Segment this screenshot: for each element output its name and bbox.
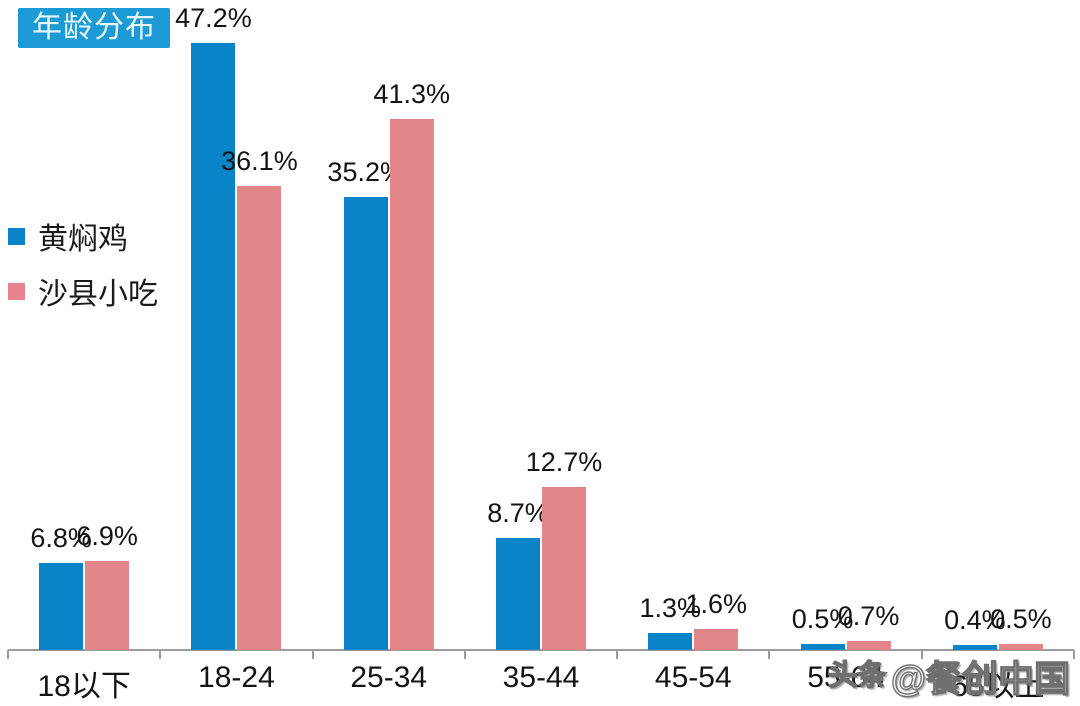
bar-shaxianxiaochi-4 bbox=[694, 629, 739, 650]
x-axis-tick bbox=[616, 650, 619, 659]
x-axis-label-5: 55-64 bbox=[807, 661, 884, 694]
bar-value-label-huangmenji-1: 47.2% bbox=[175, 3, 252, 34]
bar-shaxianxiaochi-1 bbox=[237, 185, 282, 650]
legend: 黄焖鸡 沙县小吃 bbox=[8, 219, 158, 329]
x-axis-label-0: 18以下 bbox=[37, 670, 131, 703]
bar-huangmenji-1 bbox=[191, 43, 236, 650]
bar-huangmenji-0 bbox=[39, 562, 84, 650]
bar-value-label-huangmenji-6: 0.4% bbox=[944, 604, 1006, 635]
x-axis-tick bbox=[159, 650, 162, 659]
bar-value-label-shaxianxiaochi-4: 1.6% bbox=[685, 589, 748, 620]
x-axis-label-1: 18-24 bbox=[198, 661, 275, 694]
x-axis-tick bbox=[1073, 650, 1075, 659]
bar-huangmenji-3 bbox=[496, 538, 540, 650]
bar-value-label-shaxianxiaochi-0: 6.9% bbox=[76, 521, 138, 552]
bar-value-label-huangmenji-4: 1.3% bbox=[639, 593, 702, 624]
chart-title: 年龄分布 bbox=[18, 8, 170, 48]
bar-shaxianxiaochi-5 bbox=[846, 641, 891, 650]
bar-value-label-shaxianxiaochi-1: 36.1% bbox=[221, 145, 298, 176]
x-axis-label-6: 65以上 bbox=[951, 670, 1045, 703]
bar-huangmenji-4 bbox=[648, 633, 693, 650]
bar-value-label-shaxianxiaochi-5: 0.7% bbox=[837, 601, 900, 631]
bar-shaxianxiaochi-2 bbox=[389, 118, 434, 650]
x-axis-tick bbox=[920, 650, 923, 659]
legend-swatch-pink-icon bbox=[8, 282, 25, 300]
x-axis-label-4: 45-54 bbox=[654, 661, 732, 694]
x-axis-label-3: 35-44 bbox=[502, 661, 580, 694]
bar-value-label-huangmenji-5: 0.5% bbox=[791, 603, 854, 634]
x-axis-tick bbox=[768, 650, 771, 659]
legend-label: 黄焖鸡 bbox=[38, 223, 128, 256]
bar-huangmenji-6 bbox=[952, 644, 997, 650]
watermark: 头条 @餐创中国 bbox=[828, 650, 1071, 702]
bar-value-label-huangmenji-0: 6.8% bbox=[30, 522, 92, 553]
bar-value-label-shaxianxiaochi-2: 41.3% bbox=[373, 78, 450, 109]
x-axis-label-2: 25-34 bbox=[350, 661, 428, 694]
legend-item-shaxianxiaochi: 沙县小吃 bbox=[8, 274, 158, 311]
bar-value-label-shaxianxiaochi-6: 0.5% bbox=[990, 603, 1052, 634]
x-axis-tick bbox=[311, 650, 314, 659]
legend-swatch-blue-icon bbox=[8, 227, 25, 245]
x-axis-tick bbox=[7, 650, 9, 659]
bar-huangmenji-2 bbox=[343, 197, 388, 650]
bar-huangmenji-5 bbox=[800, 643, 845, 650]
x-axis-line bbox=[8, 649, 1074, 651]
legend-item-huangmenji: 黄焖鸡 bbox=[8, 219, 158, 256]
watermark-handle: @餐创中国 bbox=[890, 657, 1071, 699]
watermark-prefix: 头条 bbox=[828, 659, 887, 692]
x-axis-tick bbox=[463, 650, 466, 659]
legend-label: 沙县小吃 bbox=[38, 278, 158, 311]
bar-value-label-huangmenji-3: 8.7% bbox=[487, 498, 549, 529]
bar-shaxianxiaochi-3 bbox=[542, 486, 586, 650]
bar-shaxianxiaochi-0 bbox=[85, 561, 130, 650]
bar-value-label-shaxianxiaochi-3: 12.7% bbox=[525, 446, 603, 477]
bar-shaxianxiaochi-6 bbox=[998, 643, 1043, 650]
